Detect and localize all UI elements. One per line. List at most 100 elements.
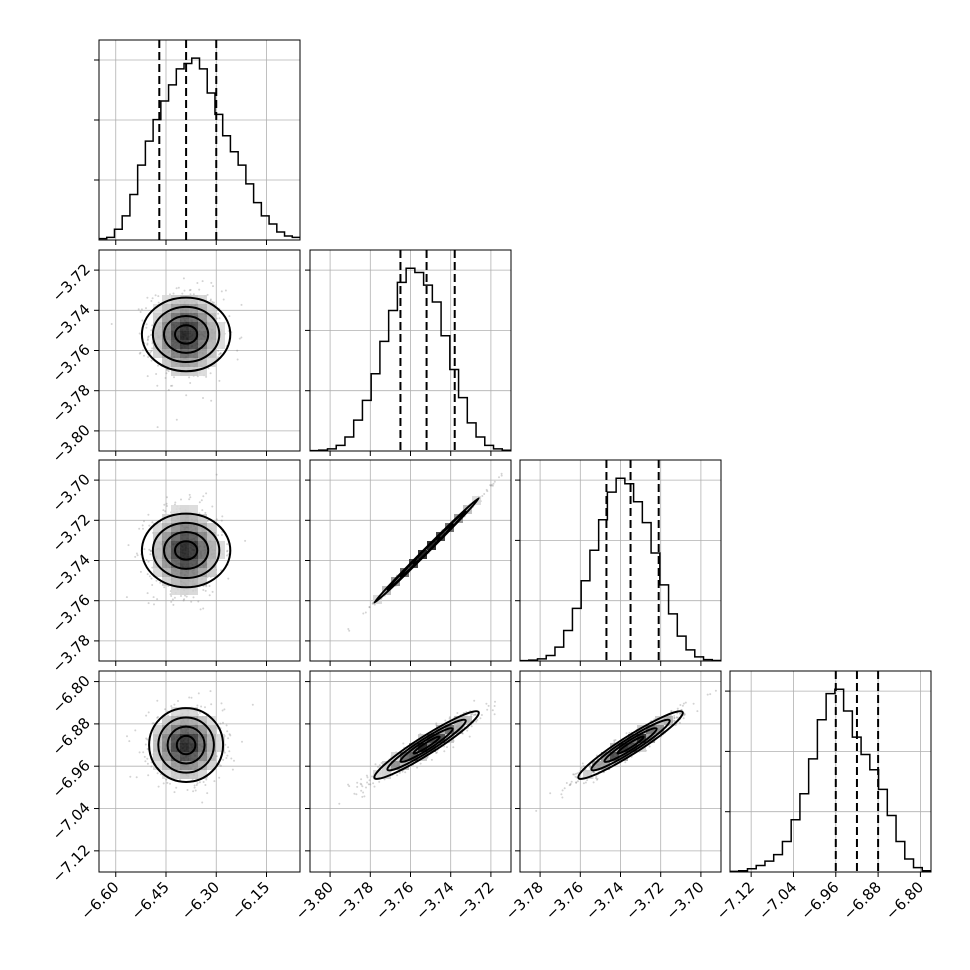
density-cell xyxy=(216,550,225,559)
density-cell xyxy=(198,304,207,313)
density-cell xyxy=(189,743,198,752)
sample-point xyxy=(209,299,212,302)
panel-content-2-0 xyxy=(99,460,300,661)
sample-point xyxy=(197,692,200,695)
sample-point xyxy=(676,707,679,710)
sample-point xyxy=(206,520,209,522)
sample-point xyxy=(193,784,196,787)
sample-point xyxy=(219,722,222,725)
y-tick-label-3-2: −6.96 xyxy=(49,756,94,801)
density-cell xyxy=(162,743,171,752)
sample-point xyxy=(181,292,184,295)
sample-point xyxy=(674,724,677,727)
sample-point xyxy=(230,757,233,760)
density-cell xyxy=(207,725,216,734)
sample-point xyxy=(194,789,197,792)
sample-point xyxy=(569,782,572,785)
sample-point xyxy=(673,720,676,723)
sample-point xyxy=(199,608,202,611)
density-cell xyxy=(189,505,198,514)
density-cell xyxy=(180,514,189,523)
sample-point xyxy=(628,731,631,734)
density-cell xyxy=(180,577,189,586)
contour-2-0-2 xyxy=(151,521,221,580)
sample-point xyxy=(210,281,213,284)
sample-point xyxy=(490,483,493,486)
density-cell xyxy=(171,752,180,761)
sample-point xyxy=(692,702,695,705)
sample-point xyxy=(159,581,162,584)
sample-point xyxy=(163,586,166,589)
sample-point xyxy=(217,349,220,352)
sample-point xyxy=(146,757,149,760)
sample-point xyxy=(706,693,709,696)
sample-point xyxy=(150,765,153,768)
sample-point xyxy=(675,716,678,719)
density-cell xyxy=(198,752,207,761)
sample-point xyxy=(172,603,175,606)
density-cell xyxy=(180,761,189,770)
density-cell xyxy=(207,550,216,559)
sample-point xyxy=(223,708,226,711)
y-tick-label-2-0: −3.78 xyxy=(49,631,94,676)
x-tick-label-1-2: −3.76 xyxy=(372,878,417,923)
sample-point xyxy=(167,370,170,373)
sample-point xyxy=(156,384,159,387)
sample-point xyxy=(143,354,145,357)
sample-point xyxy=(251,703,254,706)
density-cell xyxy=(198,532,207,541)
density-cell xyxy=(180,550,189,559)
density-cell xyxy=(216,734,225,743)
sample-point xyxy=(231,768,234,771)
density-cell xyxy=(400,568,409,577)
sample-point xyxy=(151,324,154,327)
sample-point xyxy=(209,690,212,693)
sample-point xyxy=(148,524,151,527)
sample-point xyxy=(149,549,152,552)
sample-point xyxy=(648,745,651,748)
sample-point xyxy=(709,693,712,696)
sample-point xyxy=(219,352,222,355)
sample-point xyxy=(210,399,213,402)
density-panel-3-1 xyxy=(305,670,512,873)
sample-point xyxy=(576,780,579,783)
sample-point xyxy=(189,288,192,291)
sample-point xyxy=(155,579,158,582)
sample-point xyxy=(135,552,138,555)
sample-point xyxy=(189,293,192,296)
sample-point xyxy=(155,373,158,375)
sample-point xyxy=(500,472,503,475)
sample-point xyxy=(140,308,143,311)
sample-point xyxy=(614,739,617,741)
sample-point xyxy=(355,793,358,796)
sample-point xyxy=(188,696,191,699)
sample-point xyxy=(193,786,196,789)
density-cell xyxy=(189,550,198,559)
sample-point xyxy=(574,772,577,775)
sample-point xyxy=(152,722,155,725)
sample-point xyxy=(180,498,182,501)
density-cell xyxy=(610,752,619,761)
density-cell xyxy=(418,734,427,743)
density-cell xyxy=(463,505,472,514)
sample-point xyxy=(170,600,173,603)
sample-point xyxy=(226,730,229,733)
sample-point xyxy=(149,351,152,354)
sample-point xyxy=(212,301,215,304)
contour-3-2-1 xyxy=(603,727,658,763)
density-cell xyxy=(207,304,216,313)
sample-point xyxy=(448,716,451,719)
density-cell xyxy=(427,541,436,550)
sample-point xyxy=(156,772,159,775)
sample-point xyxy=(228,733,231,736)
y-tick-label-2-1: −3.76 xyxy=(49,591,94,636)
sample-point xyxy=(157,301,160,304)
density-cell xyxy=(189,707,198,716)
sample-point xyxy=(154,294,157,297)
sample-point xyxy=(372,782,375,785)
density-cell xyxy=(171,505,180,514)
density-cell xyxy=(171,532,180,541)
density-cell xyxy=(207,532,216,541)
sample-point xyxy=(435,722,438,725)
density-cell xyxy=(189,559,198,568)
